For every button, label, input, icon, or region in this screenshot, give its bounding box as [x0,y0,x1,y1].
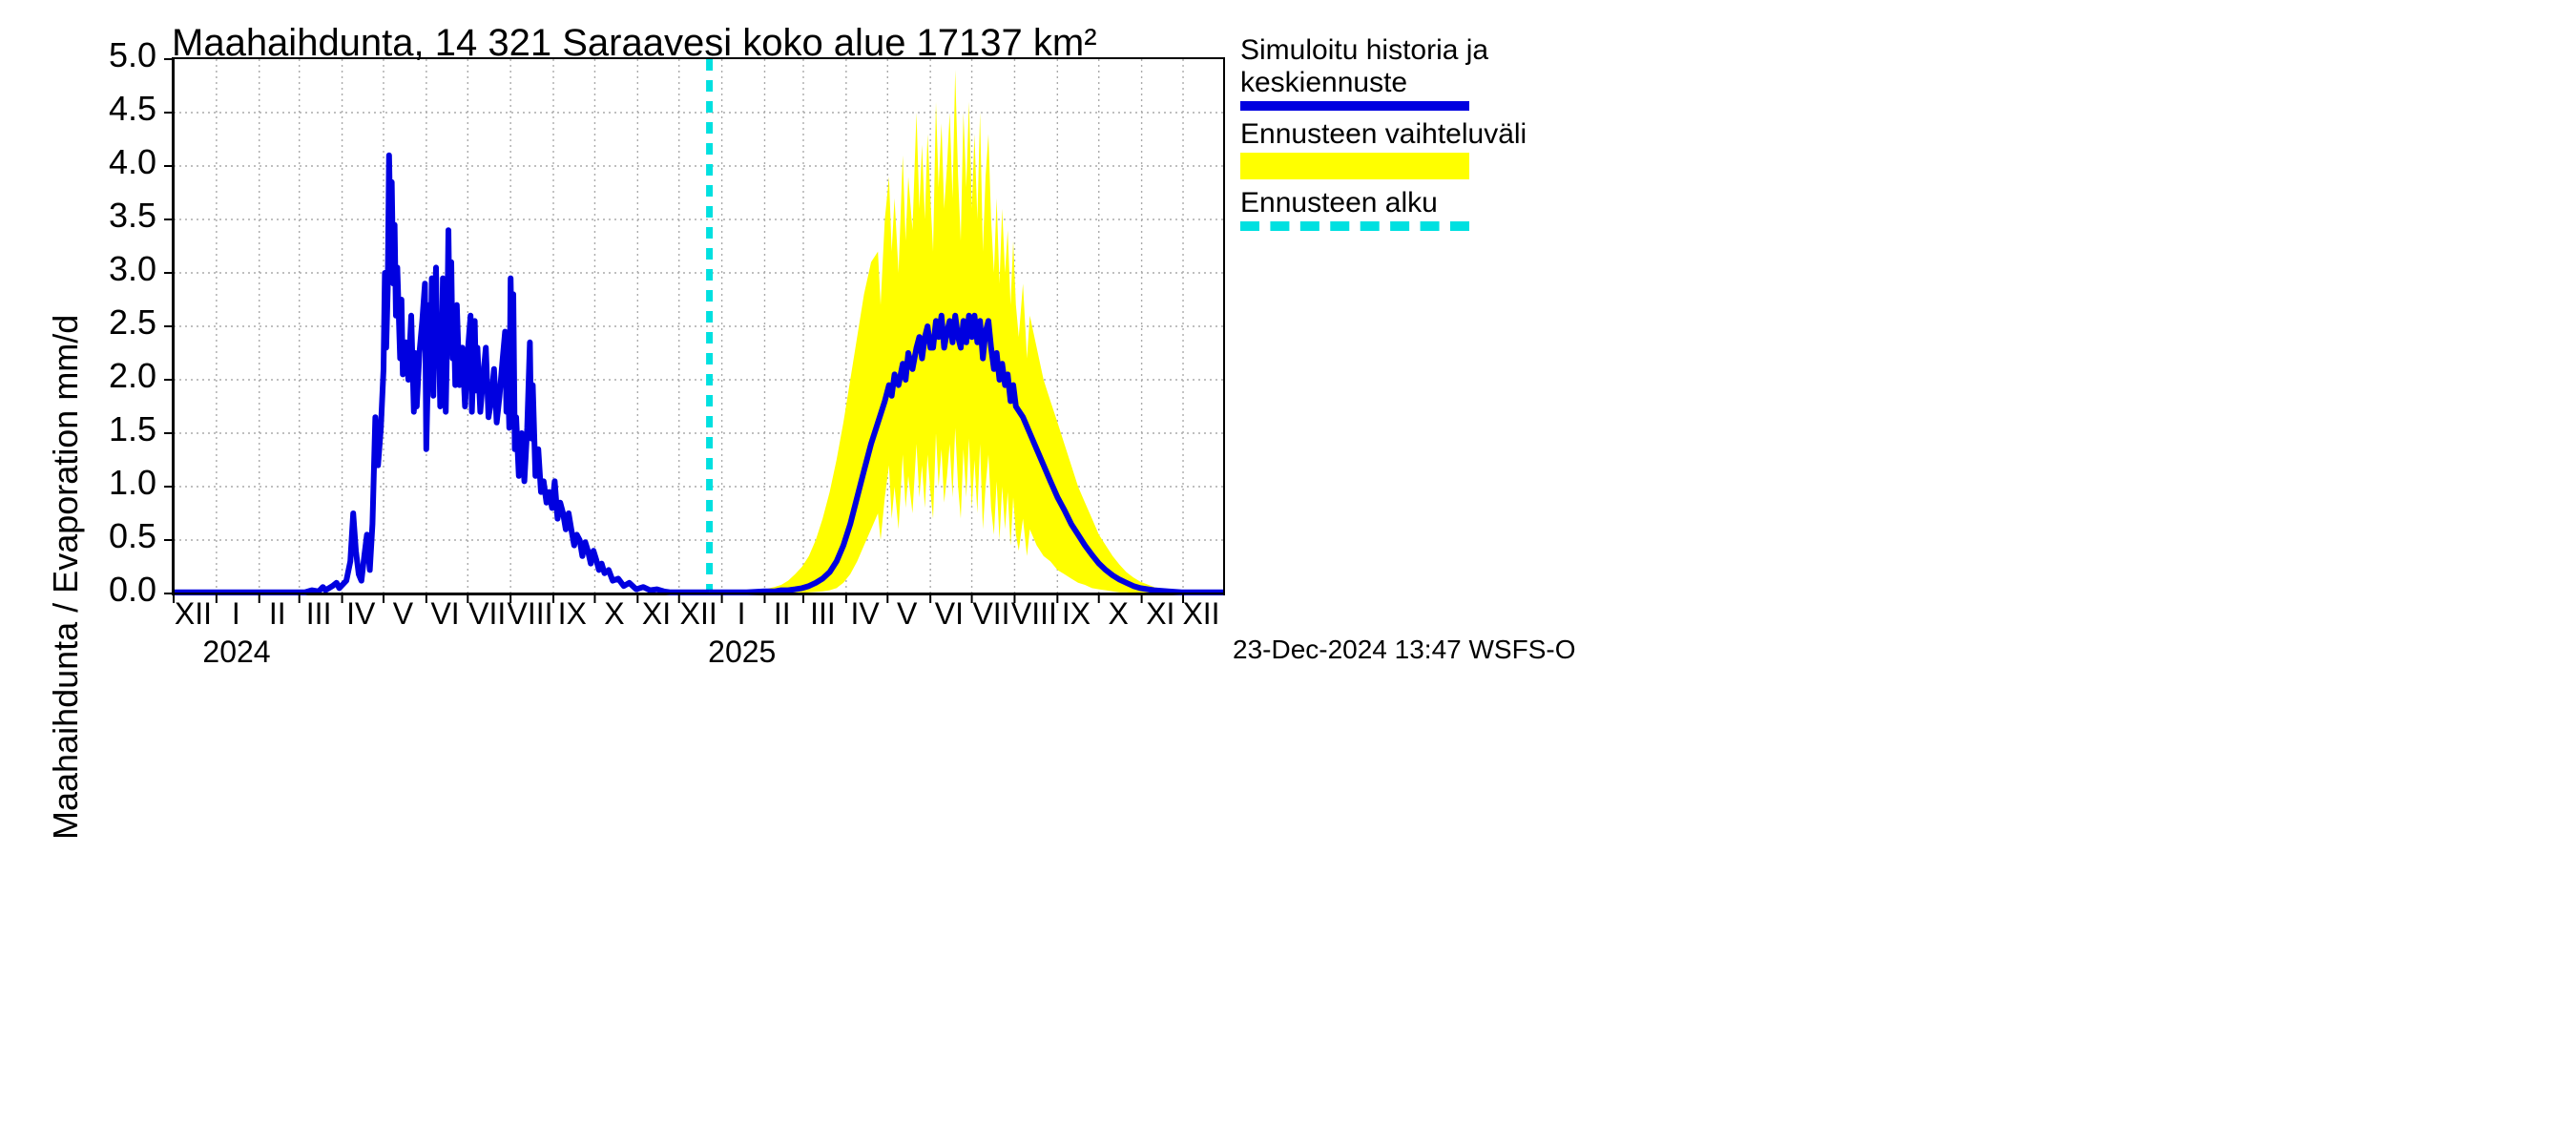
x-tick-label: V [393,599,413,634]
y-tick-label: 4.5 [80,90,156,130]
plot-area [172,57,1225,595]
legend-item: Simuloitu historia jakeskiennuste [1240,34,1527,111]
x-tick-label: VIII [508,599,553,634]
x-tick-label: IX [558,599,587,634]
x-tick-label: II [269,599,286,634]
y-tick-label: 1.5 [80,410,156,450]
x-year-label: 2024 [202,637,270,672]
legend-label: Ennusteen alku [1240,187,1527,219]
x-tick-label: XII [680,599,717,634]
y-tick-label: 5.0 [80,36,156,76]
x-tick-label: XII [175,599,212,634]
x-tick-label: VI [935,599,964,634]
x-tick-label: I [232,599,240,634]
x-tick-label: X [1108,599,1128,634]
legend-item: Ennusteen alku [1240,187,1527,231]
legend-label: keskiennuste [1240,67,1527,99]
x-year-label: 2025 [708,637,776,672]
y-tick-label: 1.0 [80,464,156,504]
y-tick-label: 3.5 [80,197,156,237]
y-tick-label: 4.0 [80,143,156,183]
x-tick-label: I [737,599,746,634]
x-tick-label: II [774,599,791,634]
x-tick-label: III [306,599,332,634]
legend-label: Simuloitu historia ja [1240,34,1527,67]
y-tick-label: 0.0 [80,571,156,611]
x-tick-label: XII [1182,599,1219,634]
legend-item: Ennusteen vaihteluväli [1240,118,1527,179]
y-tick-label: 2.5 [80,303,156,344]
legend-label: Ennusteen vaihteluväli [1240,118,1527,151]
legend-swatch [1240,221,1469,231]
legend-swatch [1240,153,1469,179]
x-tick-label: VII [468,599,506,634]
y-tick-label: 3.0 [80,250,156,290]
x-tick-label: IV [346,599,375,634]
x-tick-label: X [604,599,624,634]
y-tick-label: 2.0 [80,357,156,397]
x-tick-label: VII [972,599,1009,634]
legend: Simuloitu historia jakeskiennuste Ennuste… [1240,34,1527,239]
x-tick-label: IV [850,599,879,634]
x-tick-label: XI [1146,599,1174,634]
x-tick-label: VI [430,599,459,634]
y-tick-label: 0.5 [80,517,156,557]
x-tick-label: V [897,599,917,634]
legend-swatch [1240,101,1469,111]
x-tick-label: XI [642,599,671,634]
x-tick-label: III [810,599,836,634]
x-tick-label: VIII [1011,599,1057,634]
x-tick-label: IX [1062,599,1091,634]
timestamp-label: 23-Dec-2024 13:47 WSFS-O [1233,634,1576,664]
chart-stage: Maahaihdunta, 14 321 Saraavesi koko alue… [0,0,2576,1145]
